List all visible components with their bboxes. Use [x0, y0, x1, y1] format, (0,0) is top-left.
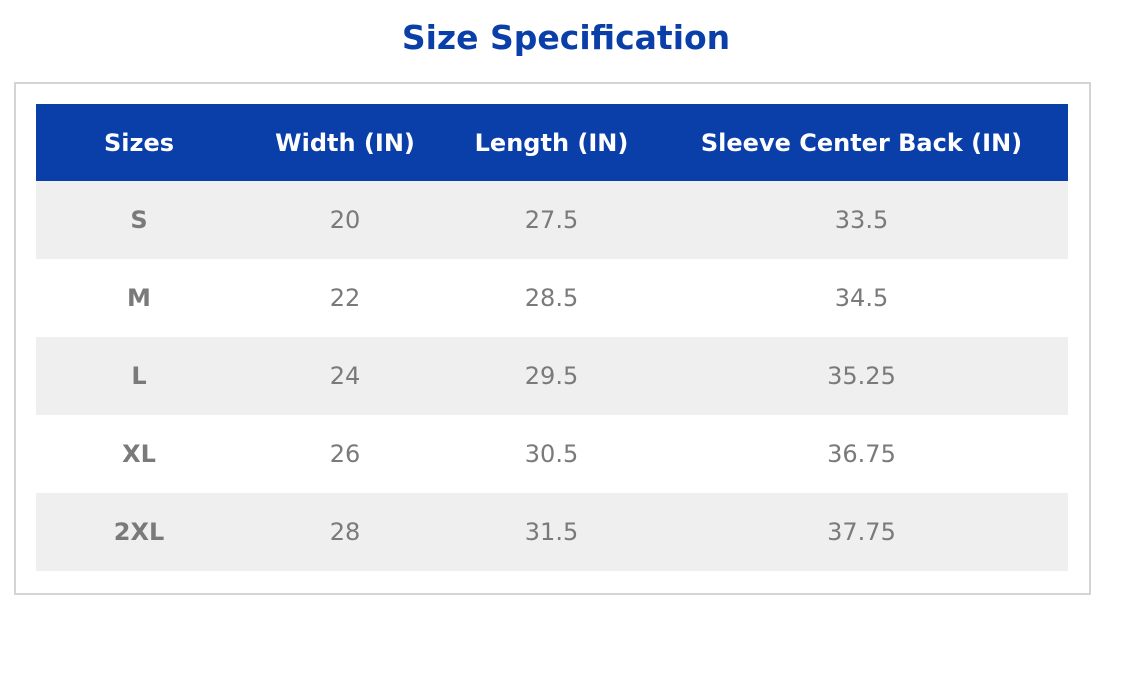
- header-row: Sizes Width (IN) Length (IN) Sleeve Center …: [36, 104, 1068, 181]
- column-header: Sizes: [36, 104, 242, 181]
- table-body: S 20 27.5 33.5 M 22 28.5 34.5 L 24 29.5 35.25 XL 26 30…: [36, 181, 1068, 571]
- column-header: Sleeve Center Back (IN): [655, 104, 1068, 181]
- size-cell: XL: [122, 440, 156, 468]
- measurement-cell: 34.5: [834, 284, 889, 312]
- measurement-cell: 29.5: [448, 337, 655, 415]
- measurement-cell: 26: [329, 440, 361, 468]
- measurement-cell: 28: [242, 493, 448, 571]
- measurement-cell: 35.25: [655, 337, 1068, 415]
- measurement-cell: 27.5: [448, 181, 655, 259]
- size-cell: M: [127, 284, 151, 312]
- measurement-cell: 22: [329, 284, 361, 312]
- table-row: L 24 29.5 35.25: [36, 337, 1068, 415]
- size-table: Sizes Width (IN) Length (IN) Sleeve Center …: [36, 104, 1068, 571]
- measurement-cell: 30.5: [524, 440, 579, 468]
- table-row: 2XL 28 31.5 37.75: [36, 493, 1068, 571]
- measurement-cell: 36.75: [827, 440, 896, 468]
- table-row: XL 26 30.5 36.75: [36, 415, 1068, 493]
- measurement-cell: 31.5: [448, 493, 655, 571]
- size-cell: L: [36, 337, 242, 415]
- measurement-cell: 24: [242, 337, 448, 415]
- size-cell: S: [36, 181, 242, 259]
- measurement-cell: 33.5: [655, 181, 1068, 259]
- size-cell: 2XL: [36, 493, 242, 571]
- table-row: S 20 27.5 33.5: [36, 181, 1068, 259]
- measurement-cell: 20: [242, 181, 448, 259]
- column-header: Width (IN): [242, 104, 448, 181]
- measurement-cell: 37.75: [655, 493, 1068, 571]
- size-table-panel: Sizes Width (IN) Length (IN) Sleeve Center …: [14, 82, 1091, 595]
- table-row: M 22 28.5 34.5: [36, 259, 1068, 337]
- page-title: Size Specification: [401, 18, 731, 57]
- column-header: Length (IN): [448, 104, 655, 181]
- measurement-cell: 28.5: [524, 284, 579, 312]
